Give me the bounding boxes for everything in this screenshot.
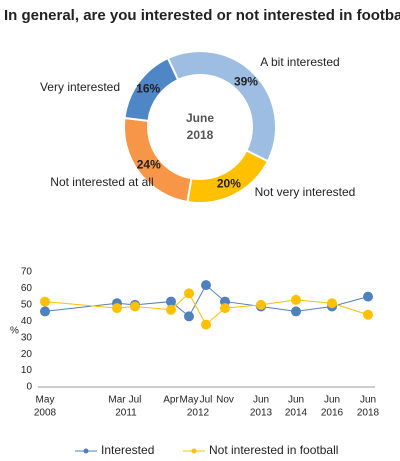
- x-year-label: 2012: [187, 408, 210, 419]
- center-label: June: [186, 111, 214, 125]
- y-tick-label: 50: [21, 299, 33, 310]
- donut-slice: [123, 56, 180, 122]
- data-point: [166, 296, 176, 307]
- y-tick-label: 60: [21, 283, 33, 294]
- x-tick-label: May: [36, 395, 55, 406]
- data-point: [256, 299, 266, 310]
- x-year-label: 2008: [34, 408, 57, 419]
- y-tick-label: 70: [21, 267, 33, 278]
- y-tick-label: 30: [21, 332, 33, 343]
- x-year-label: 2018: [357, 408, 380, 419]
- data-point: [363, 309, 373, 320]
- legend-marker: [83, 448, 89, 454]
- legend-marker: [191, 448, 197, 454]
- category-label: Not interested at all: [50, 175, 153, 189]
- x-tick-label: Jul: [200, 395, 213, 406]
- value-label: 39%: [234, 75, 258, 89]
- x-tick-label: May: [180, 395, 199, 406]
- center-label: 2018: [187, 128, 214, 142]
- y-tick-label: 0: [26, 382, 32, 393]
- data-point: [184, 311, 194, 322]
- y-axis-label: %: [10, 326, 19, 337]
- data-point: [220, 303, 230, 314]
- x-year-label: 2014: [285, 408, 308, 419]
- x-tick-label: Mar: [108, 395, 126, 406]
- x-tick-label: Nov: [216, 395, 234, 406]
- x-tick-label: Apr: [163, 395, 179, 406]
- data-point: [112, 303, 122, 314]
- x-year-label: 2011: [115, 408, 137, 419]
- data-point: [184, 288, 194, 299]
- value-label: 16%: [136, 82, 160, 96]
- value-label: 20%: [217, 176, 241, 190]
- data-point: [327, 298, 337, 309]
- x-tick-label: Jun: [253, 395, 269, 406]
- y-tick-label: 20: [21, 349, 33, 360]
- data-point: [166, 304, 176, 315]
- data-point: [201, 280, 211, 291]
- y-tick-label: 10: [21, 365, 33, 376]
- data-point: [291, 306, 301, 317]
- y-tick-label: 40: [21, 316, 33, 327]
- category-label: Not very interested: [255, 185, 356, 199]
- data-point: [130, 301, 140, 312]
- data-point: [291, 294, 301, 305]
- chart-title: In general, are you interested or not in…: [4, 7, 400, 24]
- x-tick-label: Jun: [288, 395, 304, 406]
- legend-label: Interested: [101, 443, 154, 457]
- category-label: Very interested: [40, 80, 120, 94]
- x-year-label: 2016: [321, 408, 344, 419]
- value-label: 24%: [137, 158, 161, 172]
- data-point: [40, 296, 50, 307]
- legend-label: Not interested in football: [209, 443, 338, 457]
- category-label: A bit interested: [260, 55, 339, 69]
- x-year-label: 2013: [250, 408, 273, 419]
- data-point: [363, 291, 373, 302]
- data-point: [201, 319, 211, 330]
- x-tick-label: Jul: [129, 395, 142, 406]
- data-point: [40, 306, 50, 317]
- x-tick-label: Jun: [324, 395, 340, 406]
- x-tick-label: Jun: [360, 395, 376, 406]
